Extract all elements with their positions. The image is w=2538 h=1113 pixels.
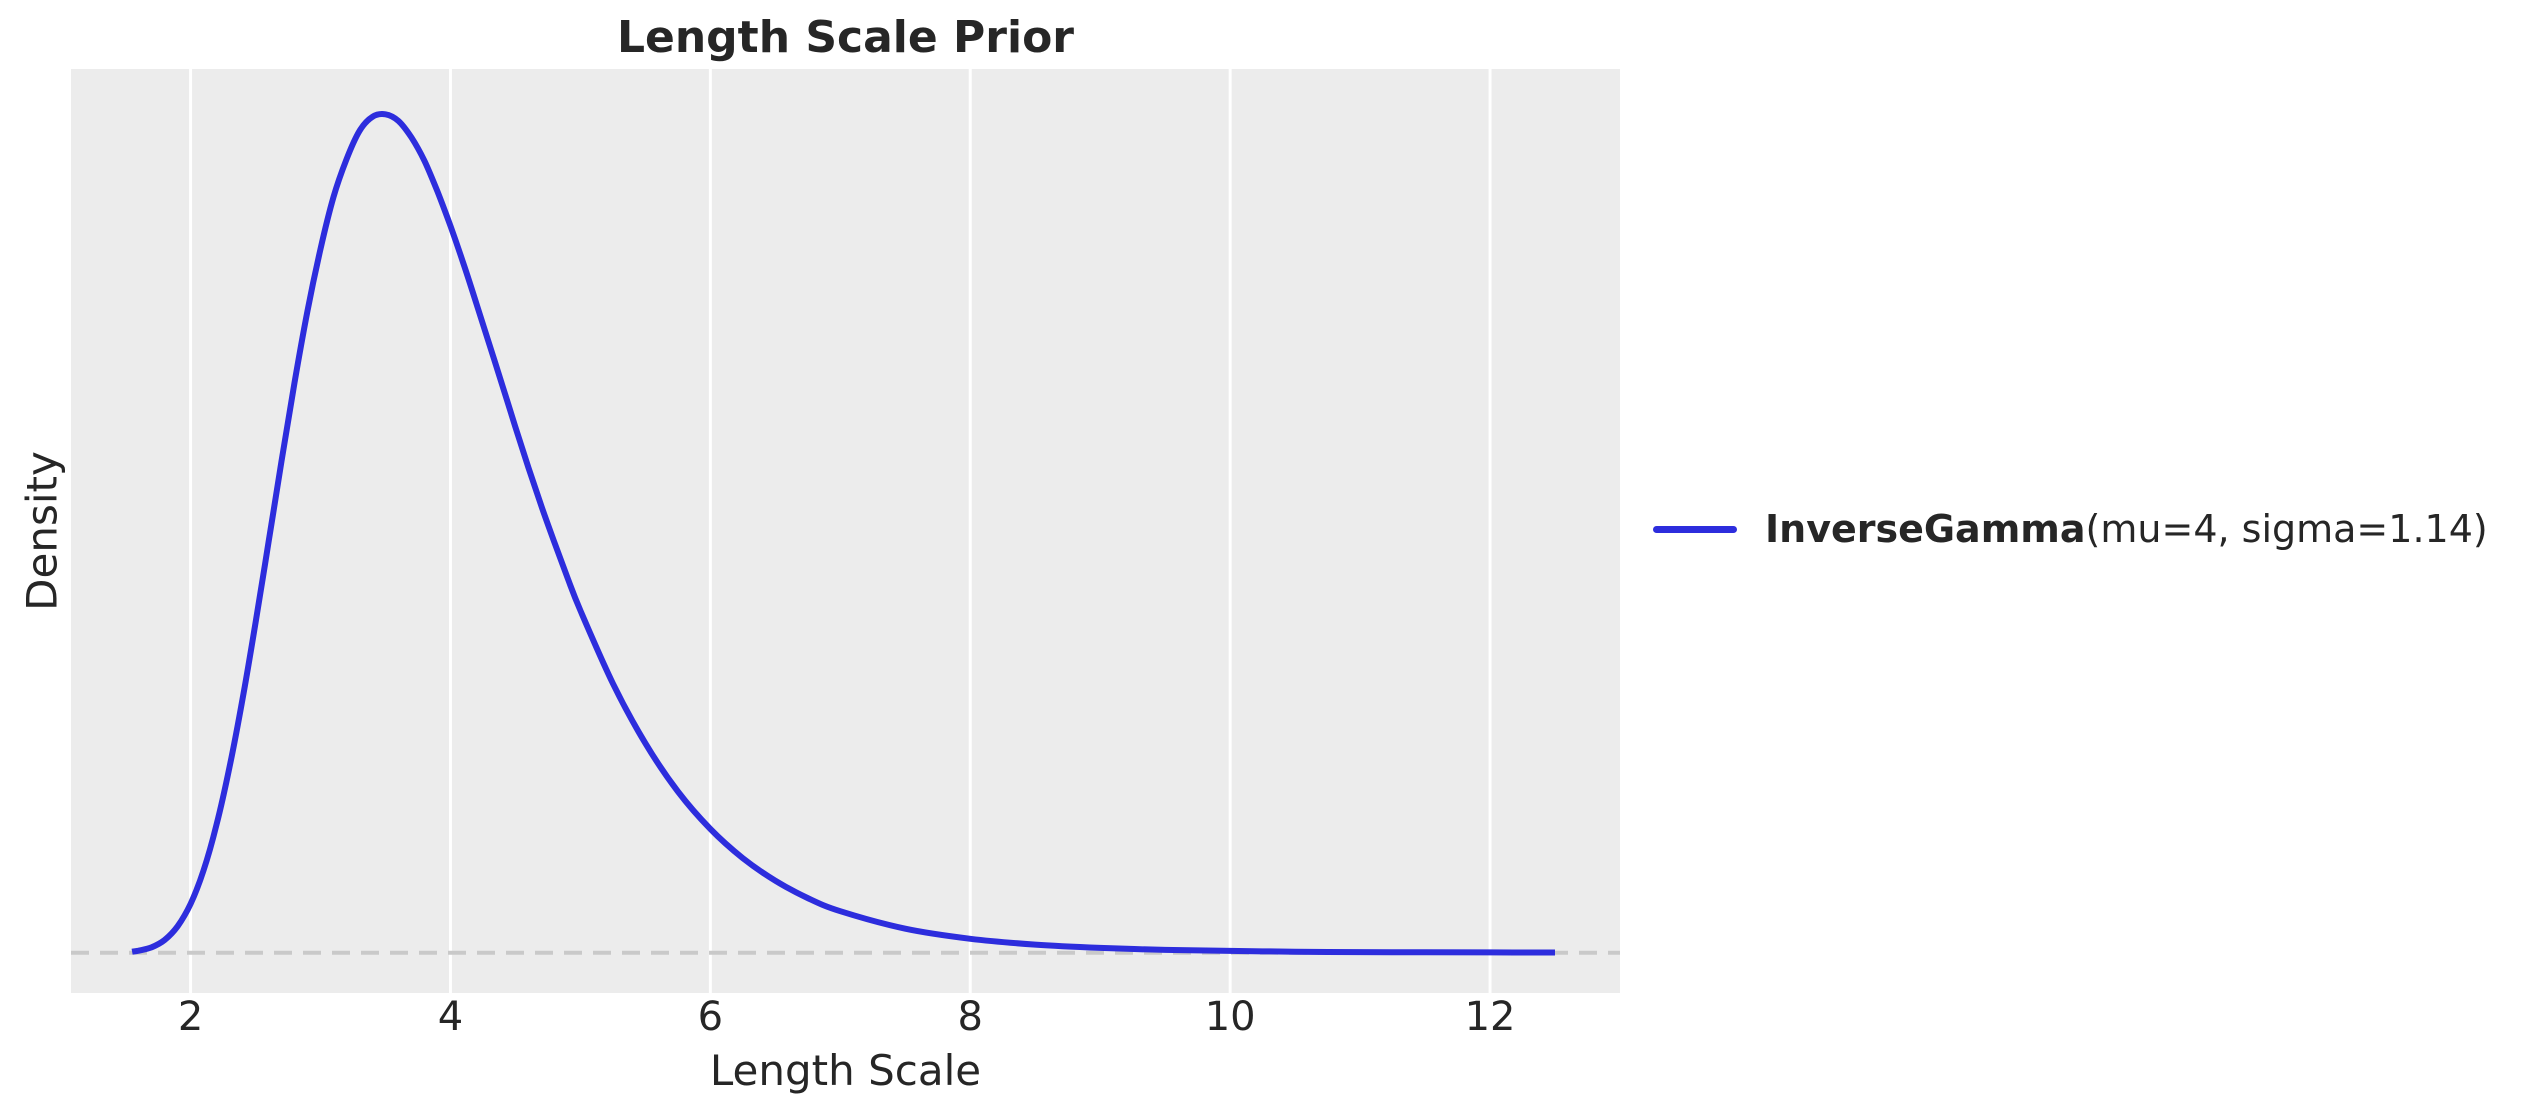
legend-label: InverseGamma(mu=4, sigma=1.14)	[1765, 507, 2488, 551]
x-tick-label: 2	[177, 994, 204, 1040]
x-tick-label: 6	[697, 994, 724, 1040]
y-axis-label: Density	[17, 451, 67, 611]
density-curve	[131, 111, 1556, 956]
x-tick-label: 12	[1464, 994, 1516, 1040]
legend-label-bold: InverseGamma	[1765, 507, 2086, 551]
legend-line-swatch	[1653, 525, 1737, 533]
x-tick-label: 8	[957, 994, 983, 1040]
legend: InverseGamma(mu=4, sigma=1.14)	[1653, 507, 2488, 551]
x-tick-label: 4	[437, 994, 464, 1040]
plot-background	[71, 69, 1620, 993]
legend-label-params: (mu=4, sigma=1.14)	[2085, 507, 2488, 551]
x-tick-label: 10	[1204, 994, 1256, 1040]
chart-title: Length Scale Prior	[616, 12, 1075, 63]
x-axis-label: Length Scale	[709, 1046, 982, 1095]
